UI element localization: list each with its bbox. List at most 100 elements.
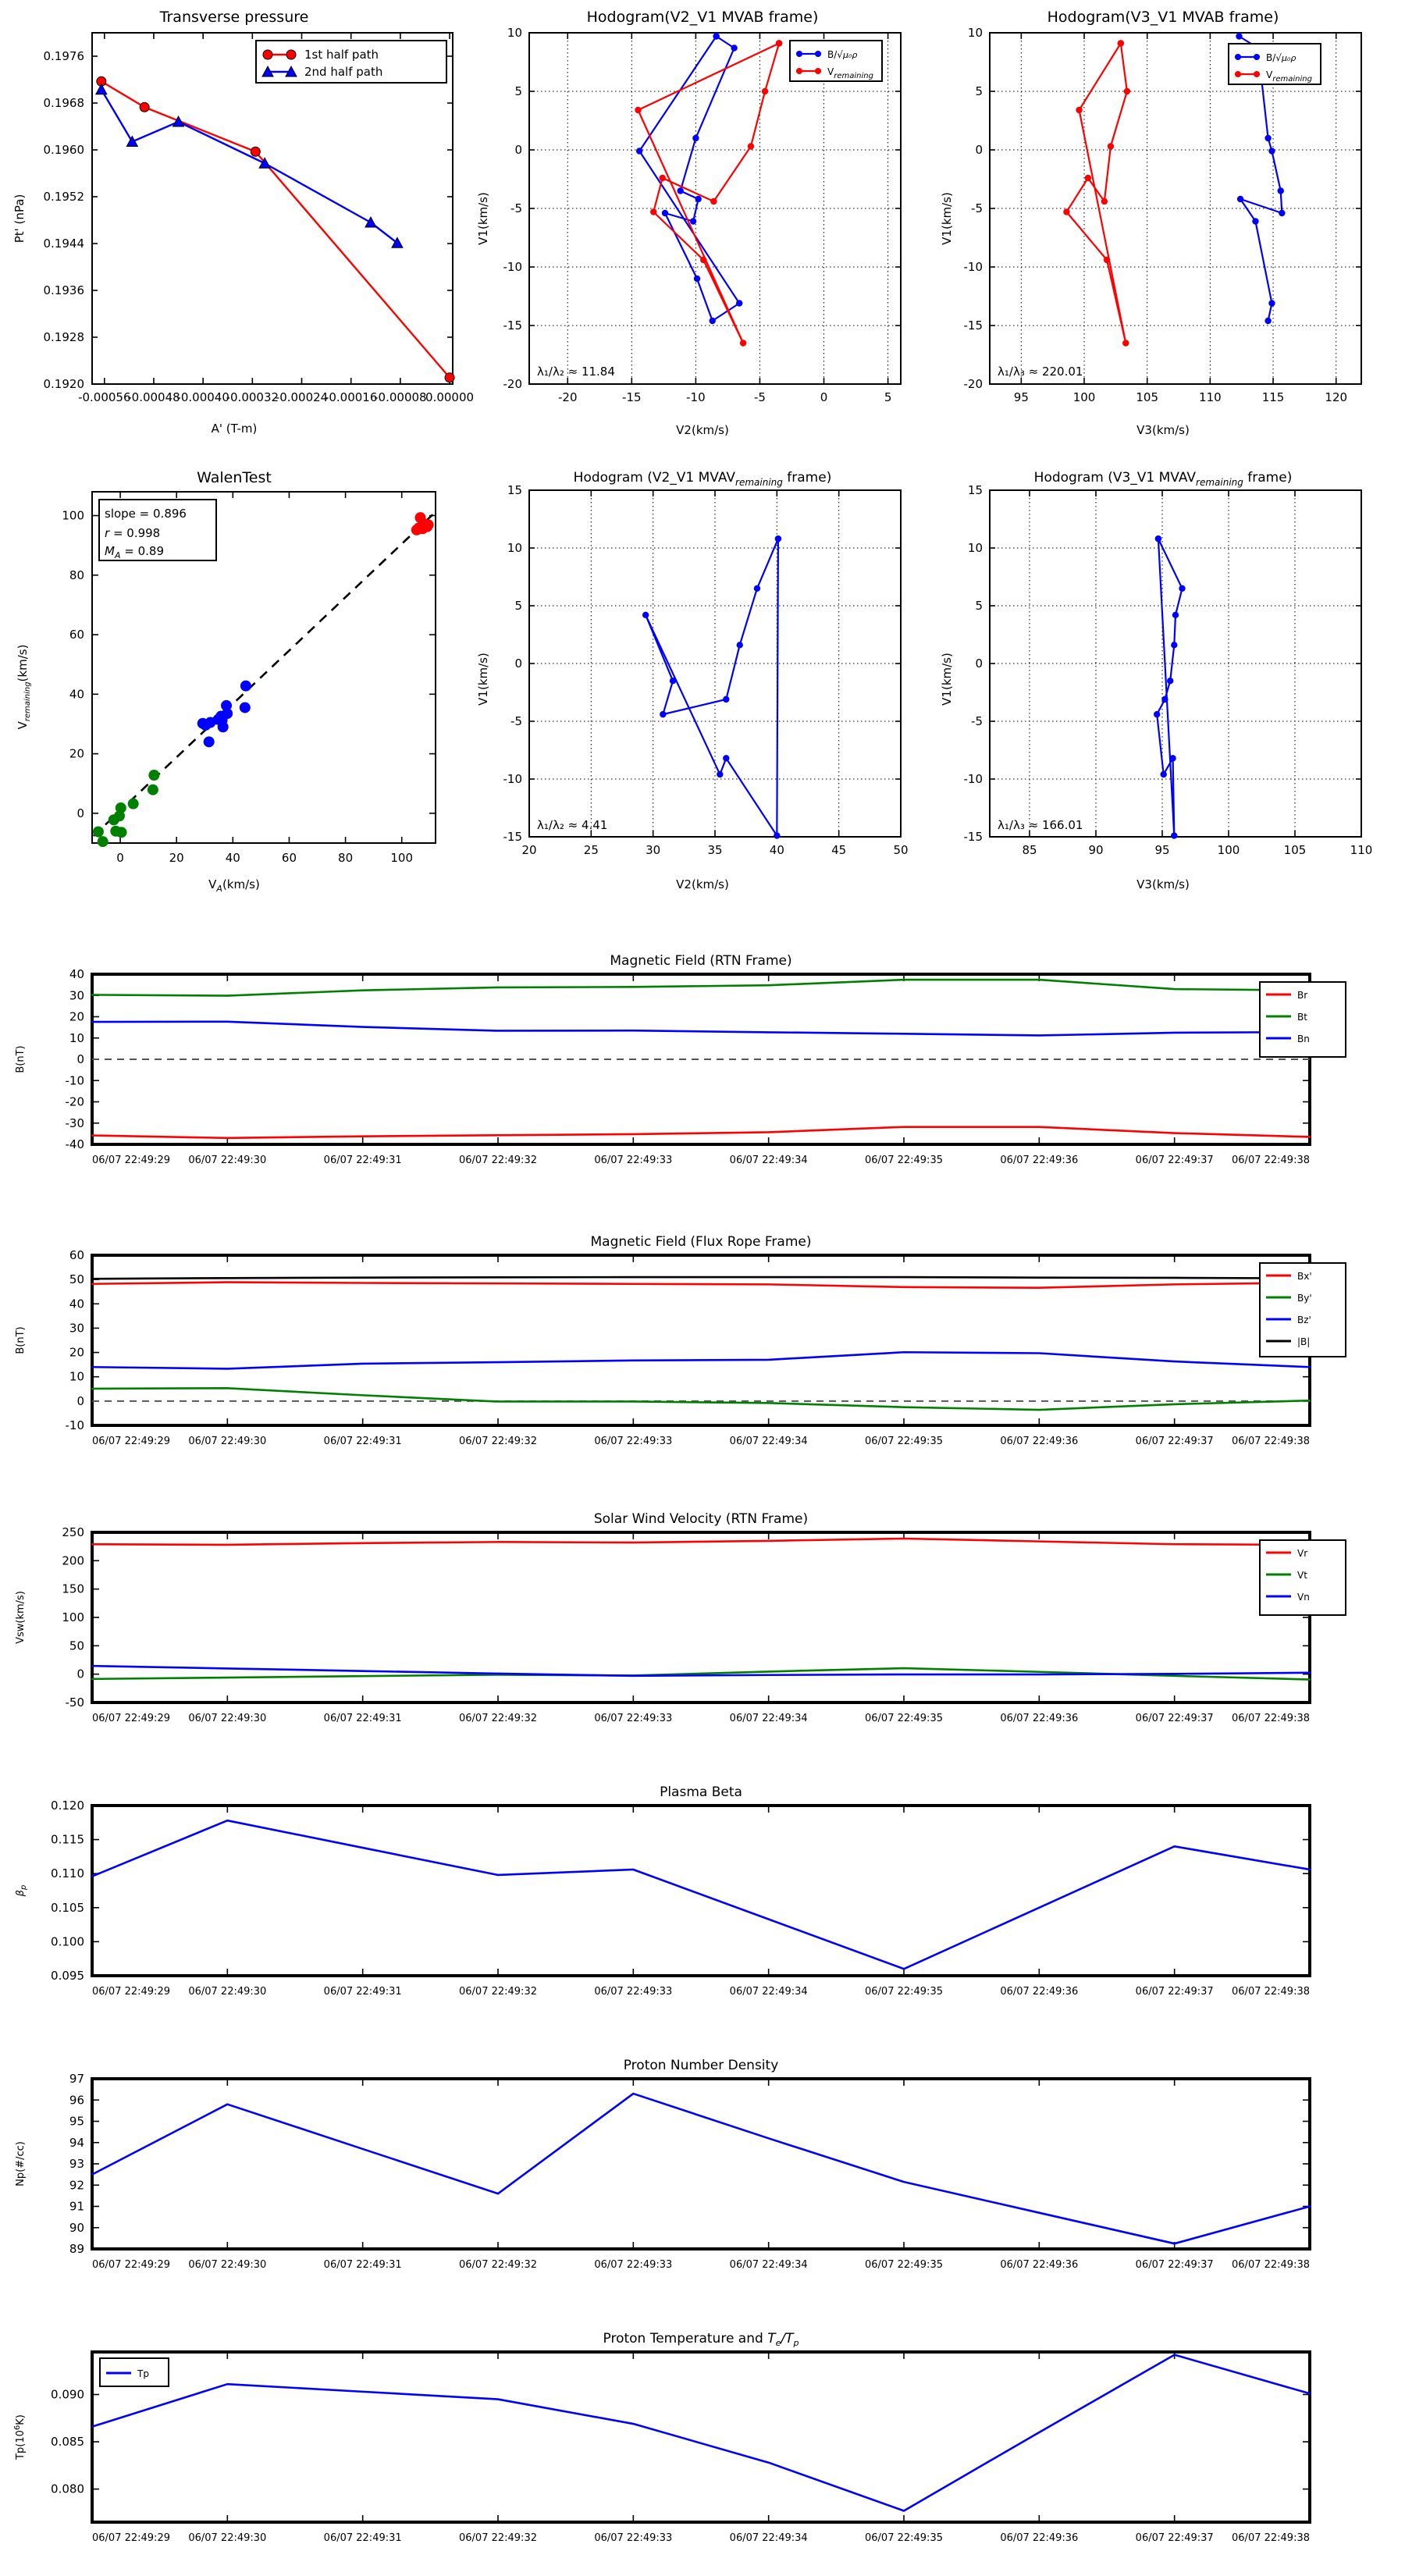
time-tick-label: 06/07 22:49:34 [730,2532,808,2544]
legend-label: 1st half path [304,48,379,62]
data-line [1156,538,1183,837]
series-Br [91,1126,1311,1140]
legend-label: Bt [1297,1012,1307,1023]
panel-hodogram-v2v1-mvab: Hodogram(V2_V1 MVAB frame) -20 -15 -10 -5 0 5… [468,0,937,453]
panel-plasma-beta: Plasma Beta 0.095 0.100 0.105 0.110 0.115 0.12… [0,1760,1405,2018]
time-tick-label: 06/07 22:49:30 [188,1713,266,1724]
series-Bn [91,1020,1311,1037]
data-marker [1268,300,1275,307]
y-tick-label: 20 [69,1346,84,1360]
time-tick-label: 06/07 22:49:35 [865,1713,943,1724]
legend-label: Vn [1297,1592,1310,1603]
time-tick-label: 06/07 22:49:35 [865,2259,943,2271]
y-axis-label: Np(#/cc) [15,2141,27,2186]
x-axis-label: V2(km/s) [676,423,729,437]
data-marker [172,115,185,127]
y-tick-label: 0 [514,143,522,157]
data-marker [1167,678,1174,685]
y-tick-label: 93 [69,2157,84,2171]
y-tick-label: -5 [971,714,983,728]
y-tick-label: 95 [69,2115,84,2129]
y-tick-label: 5 [514,599,522,613]
stat-alfven-mach: MA = 0.89 [105,544,164,560]
panel-title: Magnetic Field (RTN Frame) [610,953,791,969]
data-marker [723,696,730,703]
legend-label: Br [1297,990,1307,1001]
legend-label: Bx' [1297,1271,1312,1282]
legend-label: Vremaining [1266,69,1312,84]
y-tick-label: -10 [503,772,523,786]
time-tick-label: 06/07 22:49:38 [1232,1713,1310,1724]
y-tick-label: 0.1952 [44,190,85,204]
x-tick-label: -0.00056 [78,390,130,404]
y-tick-label: -15 [503,318,523,333]
y-tick-label: 0 [76,1394,84,1408]
y-axis-label: Pt' (nPa) [12,194,27,244]
x-tick-label: -5 [754,390,766,404]
data-marker [1264,317,1272,325]
data-point [148,770,160,781]
data-line [1065,42,1128,344]
data-marker [713,33,720,40]
legend-label: Bn [1297,1034,1310,1044]
y-tick-label: 0.1944 [44,237,85,251]
time-tick-label: 06/07 22:49:33 [594,1155,672,1166]
panel-title: Plasma Beta [660,1784,742,1800]
x-tick-label: 30 [646,843,660,857]
x-axis-label: A' (T-m) [212,422,258,436]
y-tick-label: 0 [76,1667,84,1681]
x-axis-label: V2(km/s) [676,877,729,891]
panel-magnetic-field-fluxrope: Magnetic Field (Flux Rope Frame) -10 0 10 20… [0,1210,1405,1468]
y-tick-label: 0.085 [51,2435,84,2449]
y-tick-label: 0.1936 [44,283,85,297]
panel-hodogram-v3v1-mvab: Hodogram(V3_V1 MVAB frame) -20 -15 -10 -5 0 5… [937,0,1405,453]
series-Vn [91,1664,1311,1678]
data-marker [1169,755,1176,762]
data-marker [642,611,649,619]
y-axis-label: B(nT) [15,1326,27,1354]
panel-title: WalenTest [197,469,272,486]
data-marker [753,585,761,592]
series-Vr [91,1537,1311,1546]
y-tick-label: 0 [76,1052,84,1066]
x-tick-label: 120 [1325,390,1347,404]
panel-title: Hodogram (V3_V1 MVAVremaining frame) [1034,470,1293,488]
data-marker [1277,187,1284,194]
y-tick-label: -20 [964,377,984,391]
y-axis-label: Tp(106K) [13,2414,27,2460]
data-point [203,736,215,748]
x-tick-label: 110 [1350,843,1373,857]
y-tick-label: 0.110 [51,1866,84,1880]
x-tick-label: -0.00016 [325,390,377,404]
time-tick-label: 06/07 22:49:31 [324,1155,402,1166]
y-tick-label: 5 [975,599,983,613]
y-tick-label: -10 [964,260,984,274]
panel-title: Hodogram (V2_V1 MVAVremaining frame) [574,470,832,488]
y-tick-label: 0.090 [51,2388,84,2402]
y-tick-label: 200 [62,1553,84,1567]
y-tick-label: 100 [62,1610,84,1624]
x-axis-label: V3(km/s) [1136,877,1190,891]
time-tick-label: 06/07 22:49:36 [1000,2259,1078,2271]
y-tick-label: -50 [66,1695,85,1710]
x-tick-label: 100 [1073,390,1096,404]
y-tick-label: 0.120 [51,1799,84,1813]
y-tick-label: 40 [69,687,84,701]
y-tick-label: 0.115 [51,1833,84,1847]
y-tick-label: 100 [62,509,84,523]
y-tick-label: 10 [968,541,983,555]
plot-frame [91,973,1311,1146]
y-tick-label: 91 [69,2200,84,2214]
y-tick-label: -10 [66,1073,85,1087]
y-axis-label: V1(km/s) [940,653,954,706]
time-tick-label: 06/07 22:49:38 [1232,1986,1310,1998]
y-tick-label: 0.1928 [44,330,85,344]
plot-frame [91,1254,1311,1427]
y-tick-label: 15 [507,483,522,497]
legend-label: Vremaining [827,66,873,80]
data-marker [695,195,702,203]
time-tick-label: 06/07 22:49:29 [92,1155,170,1166]
y-tick-label: 92 [69,2178,84,2192]
x-tick-label: 45 [831,843,846,857]
time-tick-label: 06/07 22:49:38 [1232,2259,1310,2271]
